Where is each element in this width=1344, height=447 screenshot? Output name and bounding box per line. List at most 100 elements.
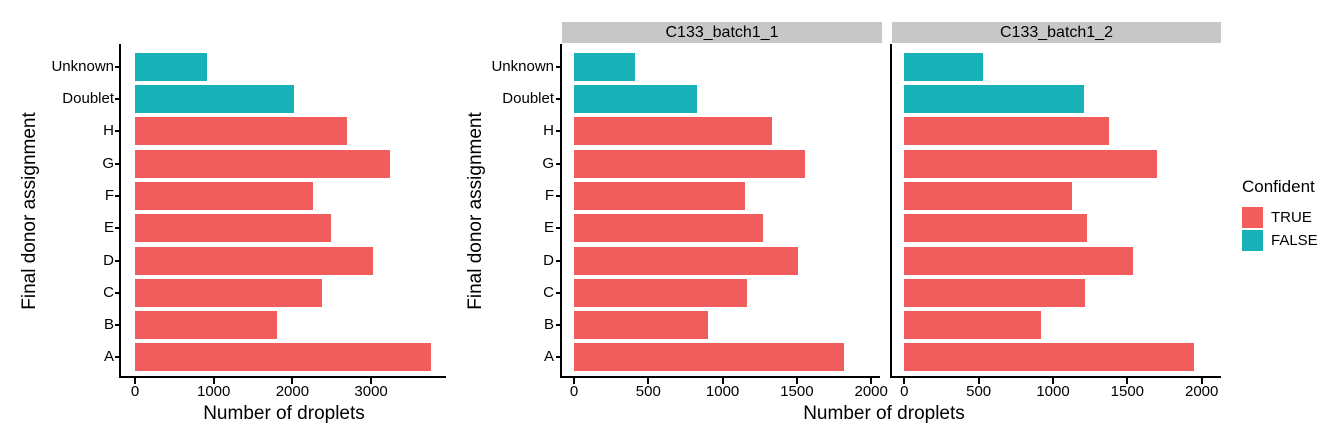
bar — [904, 343, 1195, 372]
x-tick-label: 500 — [966, 383, 992, 400]
y-tick-mark — [556, 162, 562, 165]
x-tick-mark — [134, 378, 136, 384]
y-tick-mark — [556, 356, 562, 359]
x-tick-mark — [291, 378, 294, 384]
x-tick-mark — [1126, 378, 1129, 384]
bar — [574, 85, 697, 113]
bar — [135, 311, 277, 340]
y-tick-mark — [115, 227, 121, 230]
y-axis-line — [119, 44, 121, 378]
y-tick-mark — [115, 65, 121, 68]
x-tick-label: 0 — [900, 383, 909, 400]
category-label: E — [543, 219, 554, 237]
y-tick-mark — [556, 227, 562, 230]
x-tick-mark — [721, 378, 724, 384]
category-label: G — [542, 154, 554, 172]
category-label: Unknown — [51, 57, 114, 75]
y-tick-mark — [115, 324, 121, 327]
x-tick-mark — [212, 378, 215, 384]
bar — [574, 52, 635, 81]
category-label: Unknown — [491, 57, 554, 75]
legend-item-false: FALSE — [1242, 230, 1318, 251]
legend-label-false: FALSE — [1271, 232, 1318, 249]
y-tick-mark — [115, 98, 121, 100]
bar — [574, 149, 805, 178]
y-tick-mark — [556, 324, 562, 327]
y-tick-mark — [556, 98, 562, 100]
bar — [135, 343, 431, 372]
legend-title: Confident — [1242, 177, 1315, 196]
x-axis-title-left: Number of droplets — [203, 403, 365, 424]
bar — [135, 52, 207, 81]
x-tick-mark — [903, 378, 906, 384]
bar — [904, 52, 984, 81]
x-axis-line — [560, 376, 880, 378]
y-axis-line — [890, 44, 892, 378]
bar — [574, 311, 708, 340]
bar — [135, 246, 373, 275]
x-tick-mark — [1052, 378, 1054, 384]
legend-item-true: TRUE — [1242, 207, 1318, 228]
legend-label-true: TRUE — [1271, 209, 1312, 226]
x-tick-mark — [870, 378, 873, 384]
category-label: A — [103, 348, 114, 366]
x-tick-label: 500 — [635, 383, 661, 400]
x-tick-label: 2000 — [275, 383, 310, 400]
y-tick-mark — [115, 130, 121, 133]
category-label: H — [103, 122, 114, 140]
x-tick-label: 2000 — [854, 383, 888, 400]
legend-swatch-true — [1242, 207, 1263, 228]
x-tick-mark — [573, 378, 575, 384]
x-tick-label: 3000 — [354, 383, 388, 400]
bar — [574, 117, 772, 146]
x-axis-title-facets: Number of droplets — [803, 403, 965, 424]
category-label: Doublet — [62, 90, 114, 107]
category-label: A — [543, 348, 554, 366]
x-tick-mark — [370, 378, 373, 384]
x-tick-label: 0 — [569, 383, 579, 400]
x-axis-line — [119, 376, 446, 378]
bar — [135, 85, 294, 113]
bar — [574, 278, 747, 307]
bar — [904, 85, 1085, 113]
x-axis-line — [890, 376, 1221, 378]
bar — [574, 246, 798, 275]
x-tick-label: 1000 — [197, 383, 231, 400]
y-tick-mark — [115, 194, 121, 197]
facet-strip-2: C133_batch1_2 — [892, 22, 1221, 43]
bar — [574, 181, 745, 210]
y-tick-mark — [556, 194, 562, 197]
x-tick-mark — [1200, 378, 1203, 384]
bar — [904, 278, 1086, 307]
bar — [574, 343, 844, 372]
x-tick-mark — [795, 378, 798, 384]
category-label: D — [543, 251, 554, 269]
y-tick-mark — [556, 291, 562, 294]
y-axis-line — [560, 44, 562, 378]
x-tick-label: 0 — [130, 383, 140, 400]
x-tick-mark — [977, 378, 980, 384]
category-label: B — [103, 316, 114, 334]
y-tick-mark — [556, 259, 562, 262]
category-label: F — [104, 186, 114, 204]
bar — [135, 181, 313, 210]
bar — [904, 246, 1134, 275]
bar — [135, 278, 322, 307]
y-tick-mark — [556, 130, 562, 133]
bar — [904, 181, 1073, 210]
category-label: C — [103, 283, 114, 301]
bar — [574, 214, 763, 243]
y-tick-mark — [115, 291, 121, 294]
y-tick-mark — [556, 65, 562, 68]
bar — [904, 117, 1110, 146]
category-label: E — [103, 219, 114, 237]
category-label: H — [543, 122, 554, 140]
category-label: G — [102, 154, 114, 172]
x-tick-label: 1500 — [1110, 383, 1145, 400]
legend: Confident TRUE FALSE — [1242, 177, 1318, 253]
facet-strip-1: C133_batch1_1 — [562, 22, 882, 43]
bar — [135, 117, 347, 146]
x-tick-label: 1000 — [705, 383, 740, 400]
